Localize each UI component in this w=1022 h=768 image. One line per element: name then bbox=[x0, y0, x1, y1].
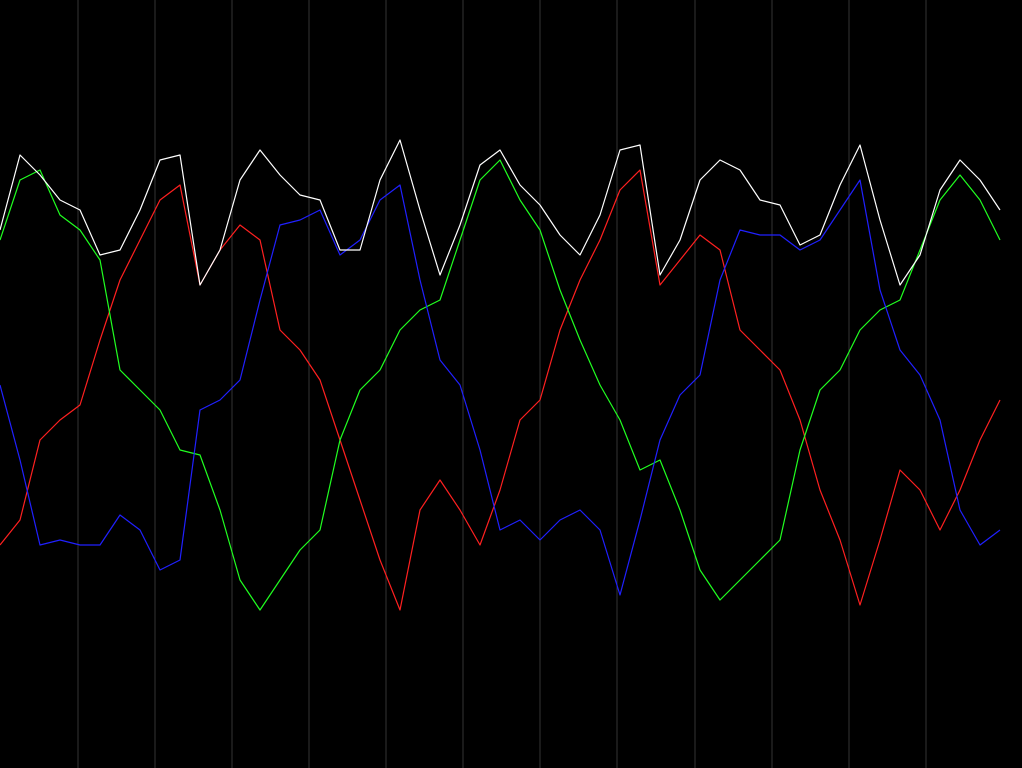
series-line bbox=[0, 169, 1001, 611]
series-line bbox=[0, 159, 1001, 611]
series-line bbox=[0, 139, 1001, 286]
series-line bbox=[0, 179, 1001, 596]
